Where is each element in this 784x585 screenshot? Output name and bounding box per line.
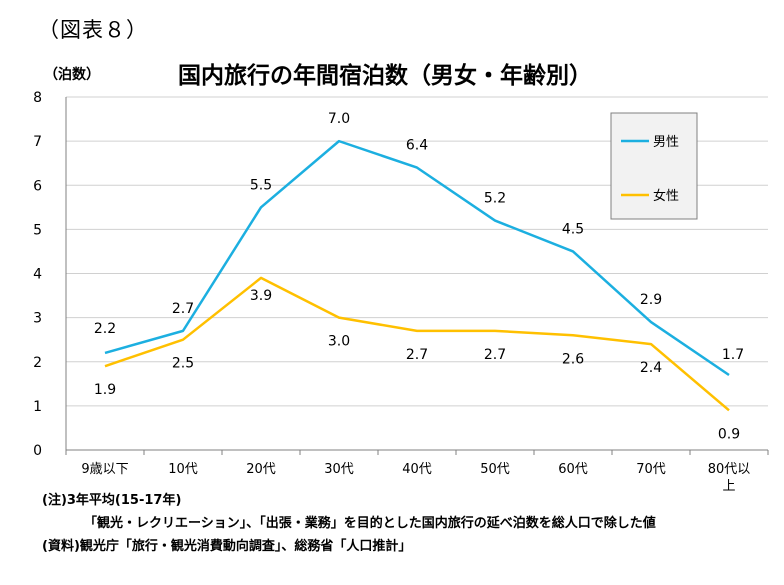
y-tick-label: 8 [33,90,42,106]
data-label-male: 2.2 [94,321,116,337]
note-source: (資料)観光庁「旅行・観光消費動向調査」、総務省「人口推計」 [42,539,412,554]
data-label-female: 2.7 [484,347,506,363]
legend-label-female: 女性 [653,188,679,204]
y-tick-label: 7 [33,134,42,150]
chart-title: 国内旅行の年間宿泊数（男女・年齢別） [178,63,592,89]
y-tick-label: 6 [33,178,42,194]
data-label-female: 2.4 [640,360,662,376]
data-label-female: 2.6 [562,351,584,367]
data-label-female: 0.9 [718,426,740,442]
x-tick-label: 50代 [480,462,510,477]
data-label-female: 2.5 [172,356,194,372]
data-label-male: 2.7 [172,301,194,317]
x-tick-label: 70代 [636,462,666,477]
y-tick-label: 0 [33,443,42,459]
y-tick-label: 3 [33,311,42,327]
y-tick-label: 1 [33,399,42,415]
legend-label-male: 男性 [653,135,679,150]
data-label-female: 2.7 [406,347,428,363]
y-tick-label: 5 [33,222,42,238]
y-tick-label: 2 [33,355,42,371]
data-label-male: 1.7 [722,347,744,363]
data-label-male: 5.5 [250,177,272,193]
y-axis-unit-label: （泊数） [44,67,100,83]
x-tick-label: 9歳以下 [81,462,128,477]
x-tick-label: 20代 [246,462,276,477]
data-label-female: 1.9 [94,382,116,398]
data-label-male: 4.5 [562,221,584,237]
x-tick-label: 60代 [558,462,588,477]
note-definition: 「観光・レクリエーション」、「出張・業務」を目的とした国内旅行の延べ泊数を総人口… [84,516,656,531]
x-tick-label: 80代以上 [708,462,751,494]
data-label-male: 6.4 [406,138,428,154]
y-tick-label: 4 [33,267,42,283]
x-tick-label: 40代 [402,462,432,477]
x-tick-label: 10代 [168,462,198,477]
legend-box [610,112,698,220]
x-tick-label: 30代 [324,462,354,477]
data-label-male: 5.2 [484,191,506,207]
series-line-female [104,276,730,412]
series-line-male [104,139,730,377]
note-average-period: (注)3年平均(15-17年) [42,493,182,508]
data-label-male: 2.9 [640,292,662,308]
data-label-male: 7.0 [328,111,350,127]
data-label-female: 3.9 [250,288,272,304]
data-label-female: 3.0 [328,334,350,350]
figure-label: （図表８） [38,18,148,42]
